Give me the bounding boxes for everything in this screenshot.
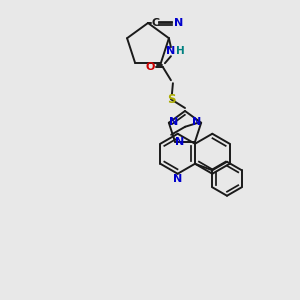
Text: H: H: [176, 46, 184, 56]
Text: N: N: [166, 46, 176, 56]
Text: N: N: [174, 18, 183, 28]
Text: O: O: [145, 62, 154, 72]
Text: N: N: [173, 174, 182, 184]
Text: N: N: [169, 117, 178, 127]
Text: S: S: [167, 93, 175, 106]
Text: C: C: [152, 18, 160, 28]
Text: N: N: [176, 137, 184, 147]
Text: N: N: [191, 117, 201, 127]
